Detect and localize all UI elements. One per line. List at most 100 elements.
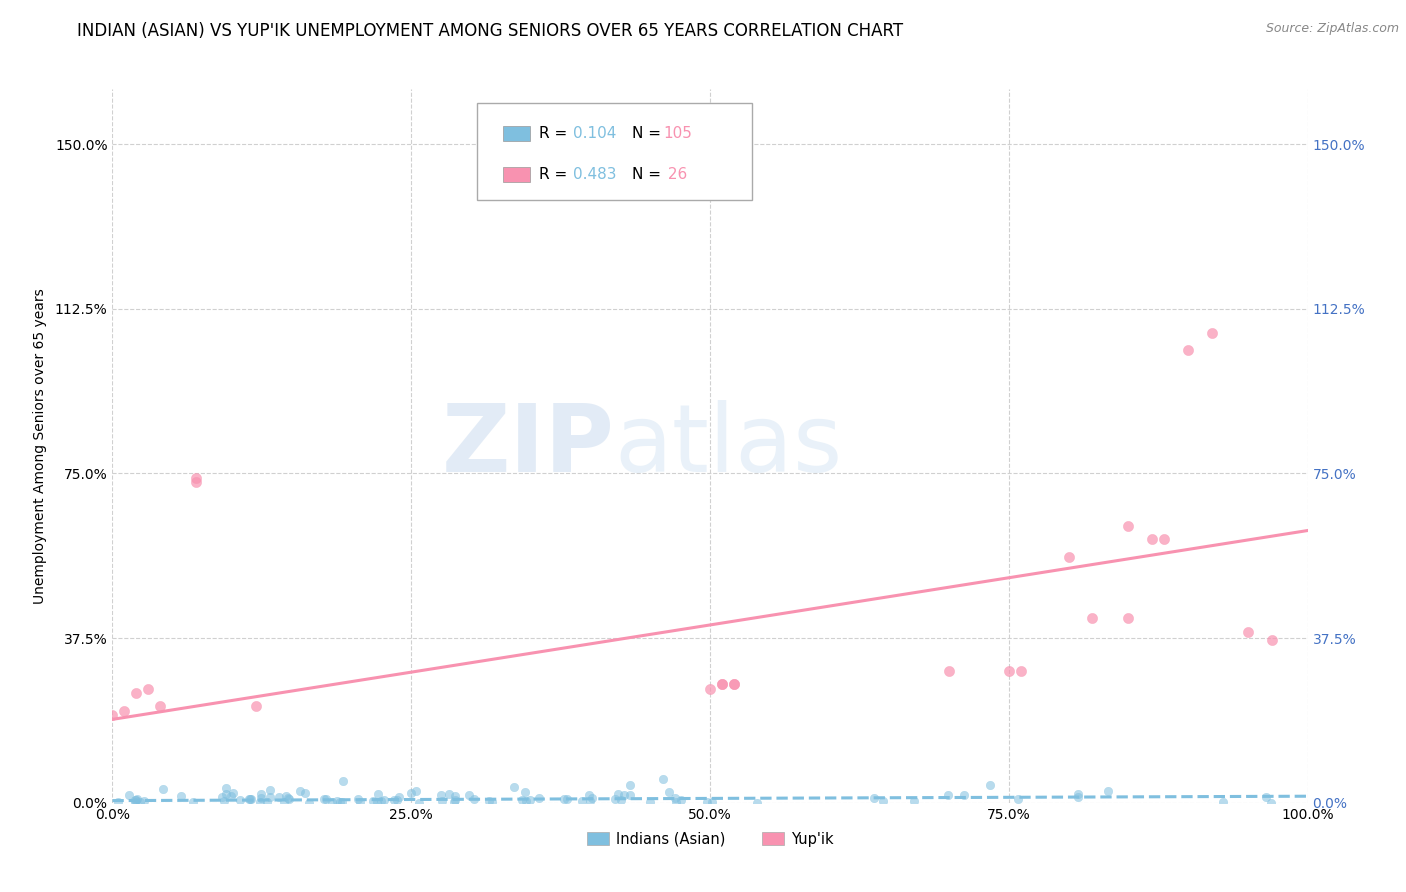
Point bbox=[249, 787, 271, 801]
Point bbox=[1057, 549, 1080, 564]
FancyBboxPatch shape bbox=[503, 126, 530, 142]
Point bbox=[429, 788, 451, 802]
Point bbox=[245, 699, 267, 714]
Point bbox=[332, 773, 354, 788]
Point bbox=[610, 793, 633, 807]
Point bbox=[249, 796, 271, 810]
Point bbox=[278, 792, 301, 806]
Point bbox=[699, 681, 721, 696]
Legend: Indians (Asian), Yup'ik: Indians (Asian), Yup'ik bbox=[581, 826, 839, 853]
Text: ZIP: ZIP bbox=[441, 400, 614, 492]
Point bbox=[132, 794, 155, 808]
Point bbox=[107, 796, 129, 810]
Point bbox=[700, 796, 723, 810]
Point bbox=[581, 790, 603, 805]
Point bbox=[457, 789, 479, 803]
Point bbox=[125, 686, 148, 700]
Point bbox=[527, 790, 550, 805]
Point bbox=[219, 789, 242, 804]
Point bbox=[723, 677, 745, 691]
Point bbox=[478, 794, 501, 808]
Point bbox=[578, 789, 600, 803]
Point bbox=[125, 792, 148, 806]
Point bbox=[1081, 611, 1104, 625]
Point bbox=[1097, 784, 1119, 798]
Point bbox=[399, 786, 422, 800]
Point bbox=[294, 786, 316, 800]
Point bbox=[1201, 326, 1223, 340]
Point bbox=[711, 677, 734, 691]
Point bbox=[186, 475, 208, 490]
Point bbox=[553, 792, 575, 806]
FancyBboxPatch shape bbox=[503, 167, 530, 183]
Point bbox=[222, 786, 245, 800]
Point bbox=[1261, 633, 1284, 648]
Point bbox=[170, 789, 193, 803]
Point bbox=[1153, 533, 1175, 547]
Point bbox=[605, 792, 627, 806]
Point bbox=[181, 795, 204, 809]
Point bbox=[571, 794, 593, 808]
Point bbox=[1007, 791, 1029, 805]
Point bbox=[239, 792, 262, 806]
Point bbox=[1237, 624, 1260, 639]
Point bbox=[298, 796, 321, 810]
Point bbox=[138, 681, 160, 696]
Point bbox=[903, 794, 925, 808]
Point bbox=[481, 796, 503, 810]
Point bbox=[229, 793, 252, 807]
Point bbox=[665, 795, 688, 809]
Point bbox=[211, 789, 233, 804]
Point bbox=[606, 788, 628, 802]
Point bbox=[723, 677, 745, 691]
Point bbox=[745, 796, 768, 810]
Point bbox=[214, 787, 236, 801]
Point bbox=[579, 794, 602, 808]
Point bbox=[321, 795, 343, 809]
Point bbox=[863, 791, 886, 805]
Text: R =: R = bbox=[538, 126, 568, 141]
Point bbox=[370, 794, 392, 808]
Point bbox=[250, 791, 273, 805]
Point bbox=[346, 791, 368, 805]
Point bbox=[328, 795, 350, 809]
Point bbox=[149, 699, 172, 714]
Point bbox=[385, 793, 408, 807]
Point bbox=[979, 778, 1001, 792]
Point bbox=[349, 796, 371, 810]
Point bbox=[555, 791, 578, 805]
Text: 105: 105 bbox=[664, 126, 692, 141]
Point bbox=[129, 795, 152, 809]
Text: 26: 26 bbox=[664, 167, 688, 182]
Point bbox=[1118, 519, 1140, 533]
Point bbox=[382, 793, 405, 807]
Point bbox=[366, 795, 388, 809]
Point bbox=[388, 789, 411, 804]
Point bbox=[515, 785, 537, 799]
Point bbox=[118, 788, 141, 802]
Point bbox=[124, 795, 146, 809]
Point bbox=[936, 788, 959, 802]
Point bbox=[1067, 788, 1090, 802]
Point bbox=[1254, 789, 1277, 804]
Point bbox=[613, 788, 636, 802]
Point bbox=[186, 471, 208, 485]
Point bbox=[273, 795, 295, 809]
Point bbox=[256, 795, 278, 809]
Point bbox=[1212, 795, 1234, 809]
Text: INDIAN (ASIAN) VS YUP'IK UNEMPLOYMENT AMONG SENIORS OVER 65 YEARS CORRELATION CH: INDIAN (ASIAN) VS YUP'IK UNEMPLOYMENT AM… bbox=[77, 22, 904, 40]
Point bbox=[443, 795, 465, 809]
Text: 0.104: 0.104 bbox=[572, 126, 616, 141]
Point bbox=[463, 791, 485, 805]
Point bbox=[259, 790, 281, 805]
Point bbox=[274, 789, 297, 803]
Point bbox=[443, 792, 465, 806]
Point bbox=[101, 708, 124, 723]
Text: Source: ZipAtlas.com: Source: ZipAtlas.com bbox=[1265, 22, 1399, 36]
Point bbox=[1118, 611, 1140, 625]
Point bbox=[405, 783, 427, 797]
Point bbox=[152, 781, 174, 796]
Point bbox=[502, 780, 524, 795]
Point bbox=[444, 789, 467, 804]
Point bbox=[1177, 343, 1199, 358]
